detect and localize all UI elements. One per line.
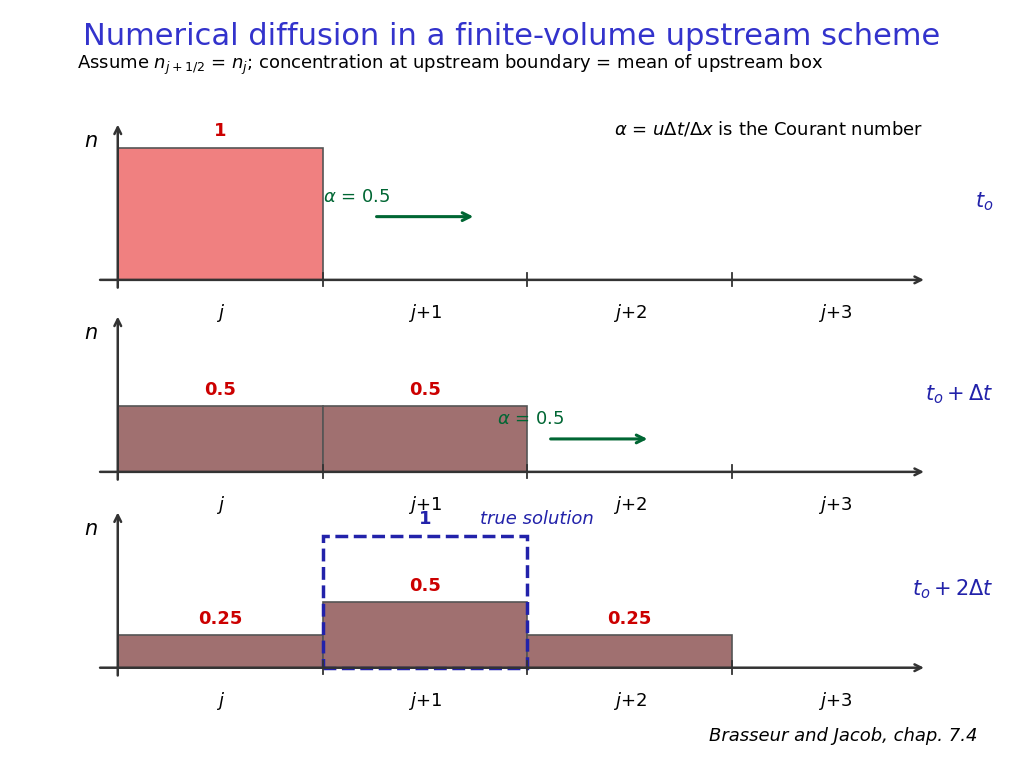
Text: $j$+1: $j$+1 [408, 690, 442, 712]
Bar [323, 536, 527, 667]
Bar [323, 406, 527, 472]
Text: 0.5: 0.5 [409, 578, 441, 595]
Text: 1: 1 [214, 122, 226, 141]
Bar [527, 635, 732, 667]
Bar [118, 406, 323, 472]
Text: $j$: $j$ [216, 690, 224, 712]
Text: Assume $n_{j+1/2}$ = $n_j$; concentration at upstream boundary = mean of upstrea: Assume $n_{j+1/2}$ = $n_j$; concentratio… [77, 53, 823, 78]
Text: $j$: $j$ [216, 303, 224, 324]
Text: $j$+3: $j$+3 [817, 690, 852, 712]
Text: $n$: $n$ [84, 519, 98, 539]
Text: 0.25: 0.25 [607, 611, 652, 628]
Text: $t_o + 2\Delta t$: $t_o + 2\Delta t$ [911, 578, 993, 601]
Text: $j$+1: $j$+1 [408, 303, 442, 324]
Bar [118, 148, 323, 280]
Text: $\alpha$ = $u\Delta t/\Delta x$ is the Courant number: $\alpha$ = $u\Delta t/\Delta x$ is the C… [614, 119, 924, 138]
Text: 0.25: 0.25 [198, 611, 243, 628]
Text: $j$: $j$ [216, 495, 224, 516]
Text: $\alpha$ = 0.5: $\alpha$ = 0.5 [497, 410, 564, 429]
Text: $t_o$: $t_o$ [975, 190, 993, 214]
Text: true solution: true solution [480, 510, 594, 528]
Text: Brasseur and Jacob, chap. 7.4: Brasseur and Jacob, chap. 7.4 [710, 727, 978, 745]
Text: Numerical diffusion in a finite-volume upstream scheme: Numerical diffusion in a finite-volume u… [83, 22, 941, 51]
Text: $j$+2: $j$+2 [612, 303, 647, 324]
Text: 0.5: 0.5 [204, 382, 237, 399]
Text: $n$: $n$ [84, 323, 98, 343]
Bar [323, 602, 527, 667]
Text: $\alpha$ = 0.5: $\alpha$ = 0.5 [323, 188, 390, 206]
Text: $t_o + \Delta t$: $t_o + \Delta t$ [925, 382, 993, 406]
Text: 1: 1 [419, 510, 431, 528]
Text: $j$+3: $j$+3 [817, 495, 852, 516]
Text: $j$+1: $j$+1 [408, 495, 442, 516]
Bar [118, 635, 323, 667]
Text: $j$+2: $j$+2 [612, 495, 647, 516]
Text: 0.5: 0.5 [409, 382, 441, 399]
Text: $n$: $n$ [84, 131, 98, 151]
Text: $j$+2: $j$+2 [612, 690, 647, 712]
Text: $j$+3: $j$+3 [817, 303, 852, 324]
